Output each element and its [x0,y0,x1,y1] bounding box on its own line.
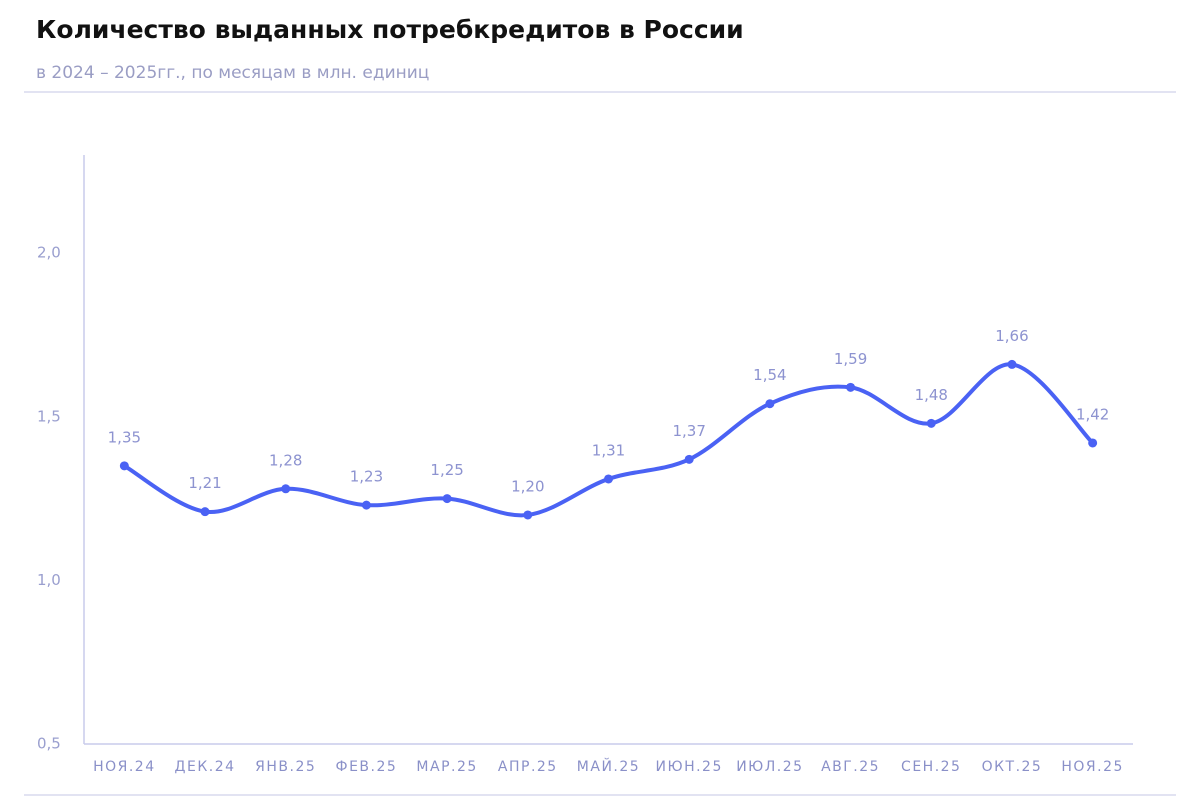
x-tick-label: ИЮН.25 [655,759,722,775]
point [765,399,775,409]
x-tick-label: СЕН.25 [901,759,961,775]
chart-title: Количество выданных потребкредитов в Рос… [36,15,744,44]
x-tick-label: ФЕВ.25 [336,759,398,775]
point [523,510,533,520]
x-tick-label: ИЮЛ.25 [736,759,803,775]
y-tick-label: 1,5 [37,407,61,425]
y-tick-label: 0,5 [37,735,61,753]
x-tick-label: ДЕК.24 [175,759,236,775]
value-label: 1,48 [915,386,948,404]
x-tick-label: НОЯ.24 [93,759,156,775]
value-label: 1,37 [672,422,705,440]
point [200,507,210,517]
point [846,382,856,392]
y-tick-label: 1,0 [37,571,61,589]
point [604,474,613,484]
point [361,500,371,510]
value-label: 1,31 [592,441,625,459]
value-label: 1,28 [269,451,302,469]
x-tick-label: ЯНВ.25 [255,759,316,775]
x-tick-label: ОКТ.25 [982,759,1043,775]
point [1088,438,1098,448]
point [281,484,291,494]
value-label: 1,25 [430,461,463,479]
chart-subtitle: в 2024 – 2025гг., по месяцам в млн. един… [36,63,429,83]
x-tick-label: МАЙ.25 [577,757,640,775]
value-label: 1,54 [753,366,786,384]
value-label: 1,20 [511,477,544,495]
x-tick-label: НОЯ.25 [1061,759,1124,775]
x-tick-label: АВГ.25 [821,759,880,775]
point [119,461,129,471]
point [684,454,694,464]
point [442,494,452,504]
value-label: 1,66 [995,327,1028,345]
point [926,418,936,428]
value-label: 1,42 [1076,405,1109,423]
value-label: 1,35 [108,428,141,446]
value-label: 1,21 [188,474,221,492]
value-label: 1,59 [834,350,867,368]
x-tick-label: МАР.25 [416,759,477,775]
value-label: 1,23 [350,468,383,486]
point [1007,359,1017,369]
y-tick-label: 2,0 [37,244,61,262]
x-tick-label: АПР.25 [498,759,558,775]
